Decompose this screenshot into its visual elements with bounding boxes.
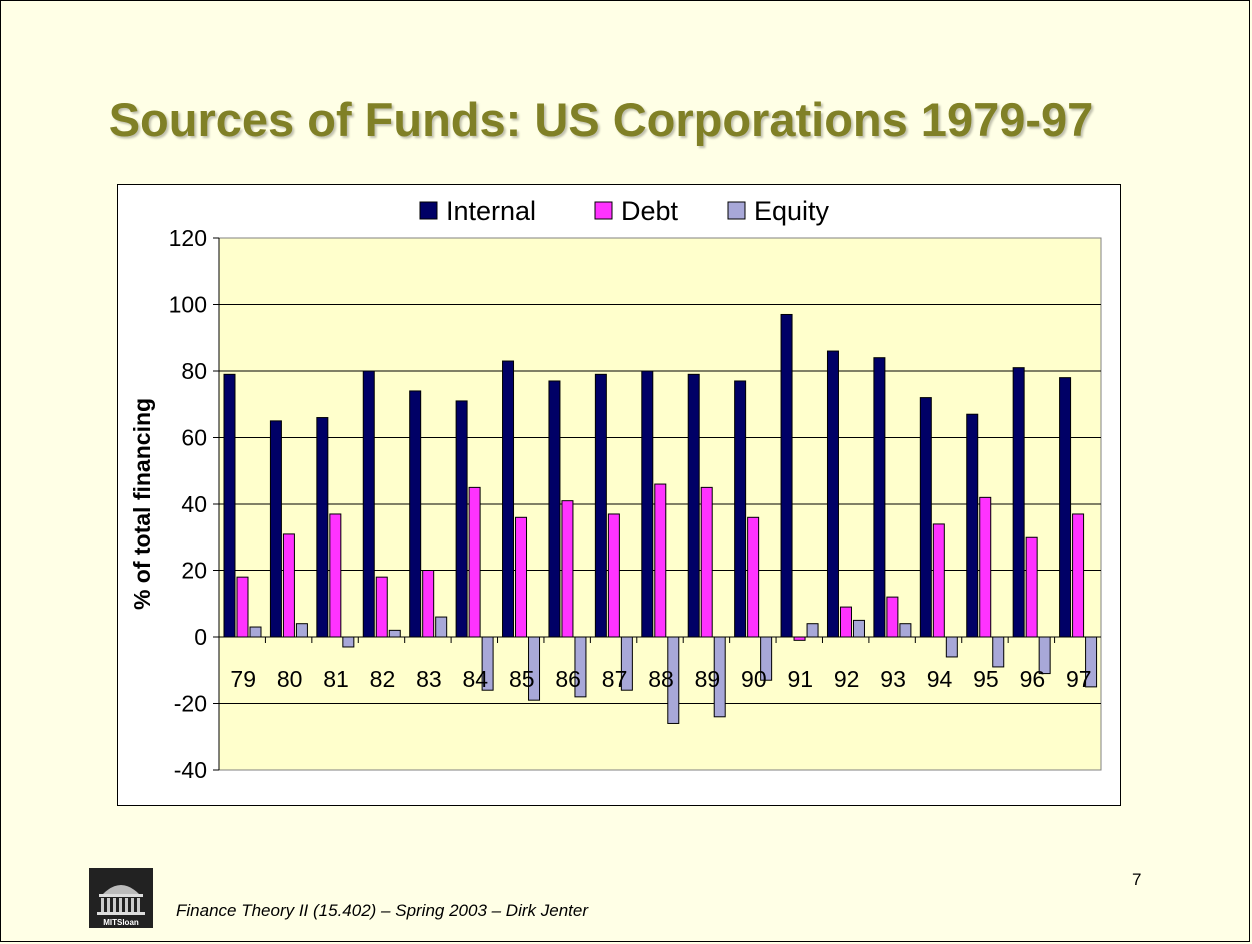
y-tick-label: -20 <box>174 691 207 717</box>
bar-debt-95[interactable] <box>979 496 992 638</box>
bar-equity-79[interactable] <box>249 626 262 638</box>
bar-equity-82[interactable] <box>388 629 401 638</box>
y-tick-label: -40 <box>174 757 207 783</box>
legend-swatch-debt <box>594 201 613 220</box>
x-tick-label-95: 95 <box>973 666 999 692</box>
bar-internal-82[interactable] <box>362 370 375 638</box>
bar-equity-91[interactable] <box>806 623 819 638</box>
legend-swatch-equity <box>727 201 746 220</box>
bar-debt-84[interactable] <box>468 486 481 638</box>
x-tick-label-81: 81 <box>323 666 349 692</box>
logo-text: MITSloan <box>103 918 139 927</box>
bar-equity-95[interactable] <box>992 636 1005 668</box>
bar-internal-83[interactable] <box>409 390 422 638</box>
x-tick-label-87: 87 <box>602 666 628 692</box>
bar-internal-95[interactable] <box>966 413 979 638</box>
x-tick-label-79: 79 <box>230 666 256 692</box>
chart-container: -40 -20 0 20 40 60 80 100 120 79 80 81 82 83 84 85 86 87 8… <box>117 184 1121 806</box>
x-tick-label-97: 97 <box>1066 666 1092 692</box>
x-tick-label-91: 91 <box>787 666 813 692</box>
bar-internal-92[interactable] <box>826 350 839 638</box>
x-tick-label-85: 85 <box>509 666 535 692</box>
x-tick-label-90: 90 <box>741 666 767 692</box>
bar-equity-93[interactable] <box>899 623 912 638</box>
bar-debt-86[interactable] <box>561 500 574 638</box>
y-tick-label: 60 <box>181 425 207 451</box>
slide-title: Sources of Funds: US Corporations 1979-9… <box>108 93 1094 146</box>
bar-internal-81[interactable] <box>316 417 329 638</box>
bar-chart: -40 -20 0 20 40 60 80 100 120 79 80 81 82 83 84 85 86 87 8… <box>129 196 1102 783</box>
bar-equity-80[interactable] <box>295 623 308 638</box>
bar-debt-83[interactable] <box>422 570 435 638</box>
bar-internal-90[interactable] <box>734 380 747 638</box>
bar-debt-94[interactable] <box>932 523 945 638</box>
x-tick-label-80: 80 <box>277 666 303 692</box>
bar-internal-94[interactable] <box>919 397 932 638</box>
bar-internal-96[interactable] <box>1012 367 1025 638</box>
x-tick-label-89: 89 <box>695 666 721 692</box>
bar-debt-96[interactable] <box>1025 536 1038 638</box>
x-tick-label-96: 96 <box>1020 666 1046 692</box>
y-tick-label: 20 <box>181 558 207 584</box>
bar-internal-88[interactable] <box>641 370 654 638</box>
x-tick-label-92: 92 <box>834 666 860 692</box>
bar-internal-89[interactable] <box>687 373 700 638</box>
bar-internal-84[interactable] <box>455 400 468 638</box>
bar-internal-91[interactable] <box>780 313 793 638</box>
legend-swatch-internal <box>419 201 438 220</box>
x-tick-label-93: 93 <box>880 666 906 692</box>
x-tick-label-83: 83 <box>416 666 442 692</box>
legend-label-debt: Debt <box>621 196 679 226</box>
bar-equity-81[interactable] <box>342 636 355 648</box>
bar-internal-80[interactable] <box>269 420 282 638</box>
bar-debt-87[interactable] <box>607 513 620 638</box>
x-tick-label-86: 86 <box>555 666 581 692</box>
y-axis-label: % of total financing <box>129 398 155 610</box>
bar-internal-79[interactable] <box>223 373 236 638</box>
y-tick-label: 80 <box>181 358 207 384</box>
page-number: 7 <box>1132 870 1142 889</box>
footer-text: Finance Theory II (15.402) – Spring 2003… <box>176 901 588 920</box>
y-tick-label: 40 <box>181 491 207 517</box>
bar-debt-79[interactable] <box>236 576 249 638</box>
legend-label-internal: Internal <box>446 196 536 226</box>
bar-debt-88[interactable] <box>654 483 667 638</box>
bar-internal-86[interactable] <box>548 380 561 638</box>
x-tick-label-82: 82 <box>370 666 396 692</box>
x-tick-label-94: 94 <box>927 666 953 692</box>
bar-equity-83[interactable] <box>435 616 448 638</box>
x-tick-label-88: 88 <box>648 666 674 692</box>
bar-internal-93[interactable] <box>873 357 886 638</box>
bar-debt-90[interactable] <box>747 516 760 638</box>
bar-debt-81[interactable] <box>329 513 342 638</box>
bar-debt-80[interactable] <box>282 533 295 638</box>
y-tick-label: 0 <box>194 624 207 650</box>
bar-debt-89[interactable] <box>700 486 713 638</box>
bar-debt-85[interactable] <box>515 516 528 638</box>
x-tick-label-84: 84 <box>463 666 489 692</box>
bar-debt-93[interactable] <box>886 596 899 638</box>
bar-internal-87[interactable] <box>594 373 607 638</box>
bar-debt-97[interactable] <box>1072 513 1085 638</box>
y-tick-label: 120 <box>169 225 207 251</box>
bar-debt-92[interactable] <box>839 606 852 638</box>
bar-debt-82[interactable] <box>375 576 388 638</box>
bar-internal-97[interactable] <box>1059 377 1072 638</box>
legend-label-equity: Equity <box>754 196 830 226</box>
mit-sloan-logo: MITSloan <box>89 868 153 928</box>
bar-internal-85[interactable] <box>502 360 515 638</box>
bar-equity-92[interactable] <box>852 619 865 638</box>
bar-equity-94[interactable] <box>945 636 958 658</box>
y-tick-label: 100 <box>169 292 207 318</box>
